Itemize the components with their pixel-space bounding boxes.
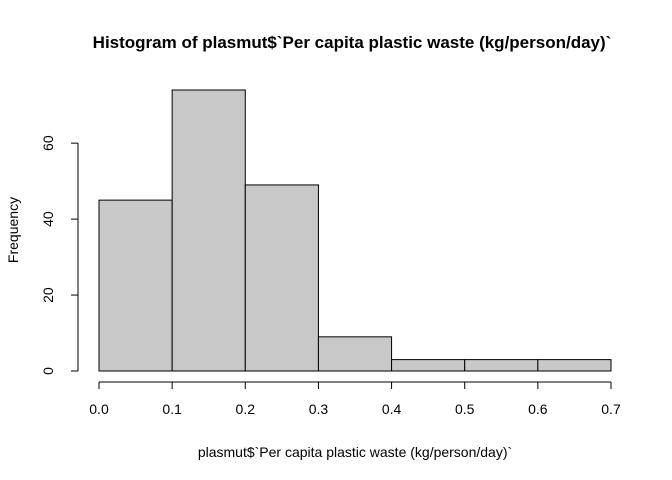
- histogram-bar-4: [391, 359, 466, 372]
- x-tick-label: 0.2: [236, 401, 256, 417]
- histogram-bar-6: [537, 359, 612, 372]
- x-axis: 0.0 0.1 0.2 0.3 0.4 0.5 0.6 0.7: [89, 381, 621, 417]
- histogram-bar-1: [171, 89, 246, 372]
- x-tick-label: 0.3: [309, 401, 329, 417]
- x-tick-label: 0.1: [162, 401, 182, 417]
- x-tick-label: 0.6: [528, 401, 548, 417]
- bars-group: [98, 89, 612, 372]
- y-tick-label: 60: [40, 135, 56, 151]
- histogram-bar-5: [464, 359, 539, 372]
- y-tick-label: 20: [40, 287, 56, 303]
- histogram-bar-3: [317, 336, 393, 372]
- histogram-bar-0: [98, 199, 173, 372]
- histogram-bar-2: [244, 184, 319, 372]
- x-tick-label: 0.4: [382, 401, 402, 417]
- y-axis: 0 20 40 60: [40, 135, 79, 375]
- chart-title: Histogram of plasmut$`Per capita plastic…: [93, 33, 612, 52]
- y-tick-label: 0: [40, 367, 56, 375]
- x-axis-label: plasmut$`Per capita plastic waste (kg/pe…: [198, 444, 512, 460]
- y-axis-label: Frequency: [5, 197, 21, 263]
- x-tick-label: 0.0: [89, 401, 109, 417]
- x-tick-label: 0.7: [601, 401, 621, 417]
- y-tick-label: 40: [40, 211, 56, 227]
- x-tick-label: 0.5: [455, 401, 475, 417]
